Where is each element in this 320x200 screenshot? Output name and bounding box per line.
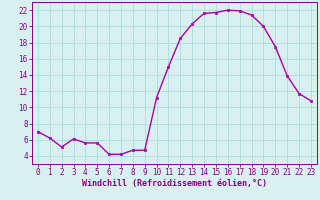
X-axis label: Windchill (Refroidissement éolien,°C): Windchill (Refroidissement éolien,°C)	[82, 179, 267, 188]
